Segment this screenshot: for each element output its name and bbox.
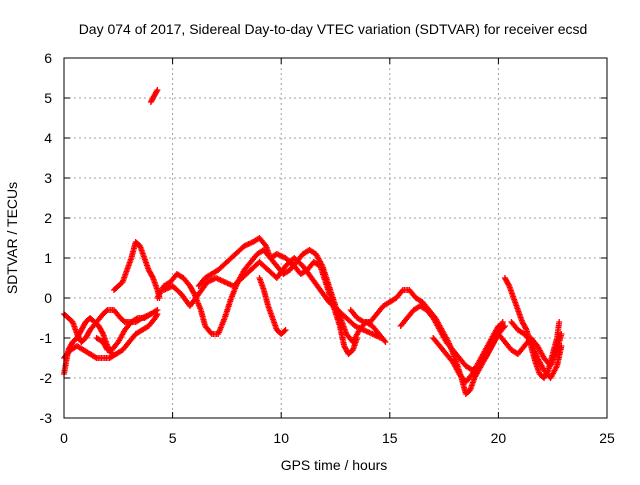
series-arc-4 [93, 311, 154, 353]
data-point [499, 320, 506, 327]
x-tick-label: 10 [273, 430, 289, 446]
data-point [154, 87, 161, 93]
y-axis-label: SDTVAR / TECUs [4, 182, 20, 294]
series-arc-7 [154, 247, 389, 345]
series-arc-6 [110, 239, 163, 301]
data-marks [61, 87, 565, 397]
data-point [505, 281, 512, 288]
series-arc-9 [195, 235, 361, 357]
data-point [354, 335, 361, 341]
data-point [207, 329, 214, 336]
data-point [558, 343, 565, 349]
data-point [378, 335, 385, 341]
x-tick-label: 25 [599, 430, 615, 446]
data-point [500, 324, 507, 331]
data-point [281, 328, 288, 334]
data-point [153, 307, 160, 314]
data-point [495, 323, 502, 329]
series-arc-10 [256, 275, 289, 337]
x-tick-label: 15 [382, 430, 398, 446]
data-point [282, 327, 289, 333]
data-point [146, 311, 153, 318]
data-point [381, 337, 388, 344]
data-point [556, 319, 563, 325]
x-axis-label: GPS time / hours [281, 457, 388, 473]
data-point [359, 318, 366, 325]
data-point [103, 308, 110, 314]
data-point [92, 354, 99, 361]
series-arc-16 [508, 319, 565, 381]
y-tick-label: -2 [40, 370, 53, 386]
y-tick-label: 3 [44, 170, 52, 186]
series-arc-11 [347, 287, 506, 397]
data-point [154, 307, 161, 313]
x-tick-label: 20 [491, 430, 507, 446]
data-point [398, 288, 405, 295]
data-point [522, 325, 529, 332]
data-point [382, 339, 389, 345]
y-tick-label: 6 [44, 50, 52, 66]
data-point [558, 331, 565, 337]
y-tick-label: 0 [44, 290, 52, 306]
series-arc-2 [61, 311, 161, 361]
y-tick-label: -1 [40, 330, 53, 346]
data-point [499, 319, 506, 325]
x-tick-label: 5 [169, 430, 177, 446]
series-arc-5 [147, 87, 161, 105]
y-tick-label: 2 [44, 210, 52, 226]
axis-ticks: 0 5 10 15 20 25 -3 -2 -1 0 1 2 3 4 5 6 [40, 50, 615, 446]
y-tick-label: 1 [44, 250, 52, 266]
y-tick-label: -3 [40, 410, 53, 426]
grid [64, 58, 607, 418]
series-arc-13 [430, 323, 502, 385]
data-point [149, 273, 156, 280]
x-tick-label: 0 [60, 430, 68, 446]
data-point [147, 311, 154, 317]
data-point [153, 88, 160, 95]
chart-title: Day 074 of 2017, Sidereal Day-to-day VTE… [79, 21, 588, 37]
data-point [501, 323, 508, 329]
data-point [99, 329, 106, 336]
y-tick-label: 5 [44, 90, 52, 106]
plot-frame [63, 57, 608, 419]
series-arc-14 [501, 275, 563, 381]
y-tick-label: 4 [44, 130, 52, 146]
series-arc-15 [495, 331, 565, 369]
data-point [133, 315, 140, 322]
